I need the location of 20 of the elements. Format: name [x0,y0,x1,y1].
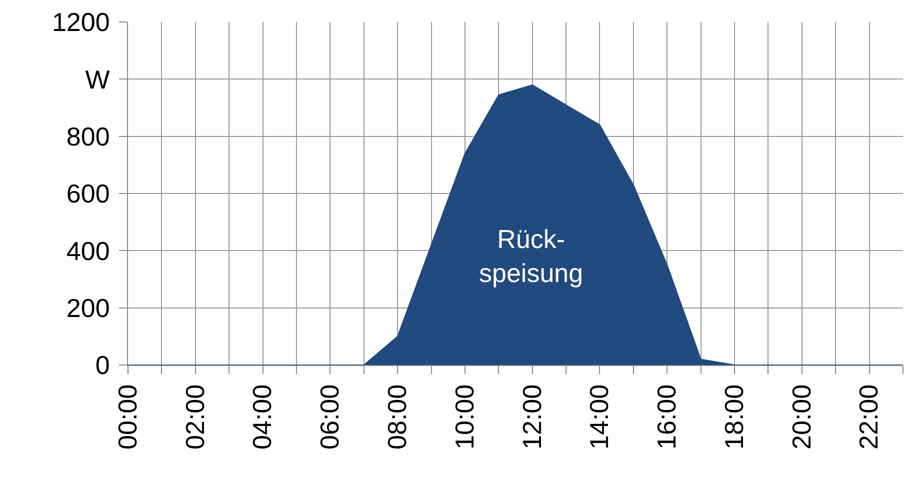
x-tick-label: 12:00 [516,384,547,450]
x-tick-label: 10:00 [449,384,480,450]
x-tick-label: 08:00 [382,384,412,450]
x-tick-label: 04:00 [247,384,278,450]
annotation: Rück- speisung [479,224,584,288]
y-tick-label: 200 [66,292,110,323]
y-tick-label: 600 [66,178,110,209]
x-tick-label: 06:00 [314,384,345,450]
y-tick-label: W [85,64,110,94]
x-tick-label: 14:00 [584,384,614,450]
y-tick-label: 1200 [52,7,110,38]
x-tick-label: 18:00 [718,384,749,450]
x-tick-label: 00:00 [112,384,142,450]
x-tick-label: 16:00 [652,384,682,450]
x-tick-label: 22:00 [854,384,884,450]
x-tick-label: 02:00 [180,384,210,450]
y-tick-label: 800 [66,121,110,152]
y-tick-label: 400 [66,236,110,266]
y-tick-label: 0 [95,350,110,380]
x-tick-label: 20:00 [786,384,816,450]
